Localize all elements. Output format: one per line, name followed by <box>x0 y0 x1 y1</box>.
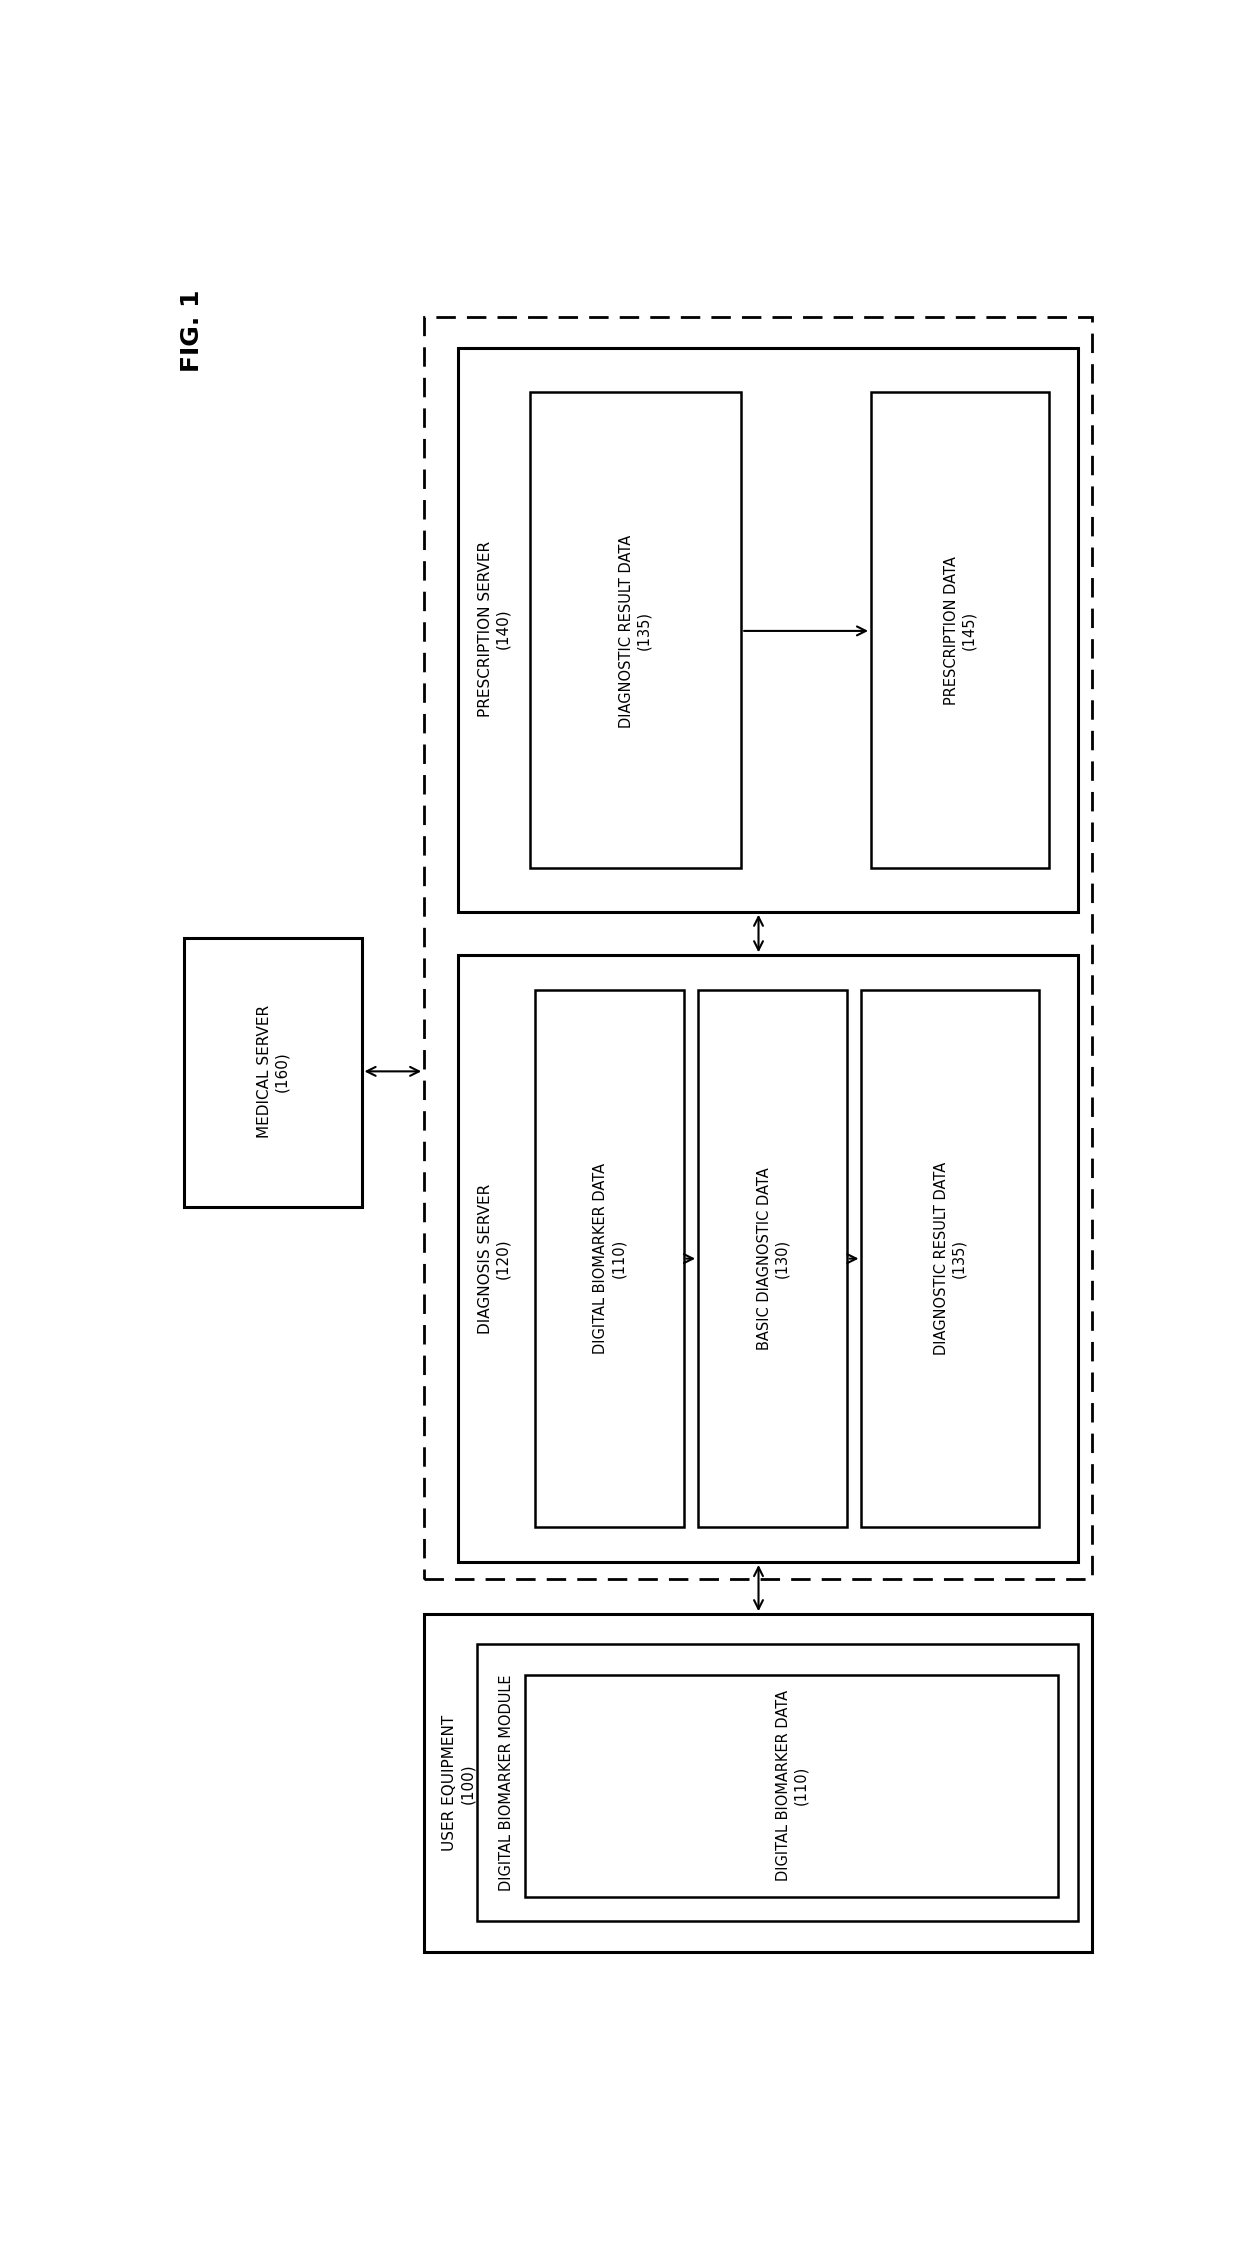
Text: FIG. 1: FIG. 1 <box>180 291 203 372</box>
Bar <box>458 349 1078 912</box>
Text: USER EQUIPMENT
(100): USER EQUIPMENT (100) <box>443 1716 475 1851</box>
Bar <box>529 392 742 869</box>
Bar <box>477 1644 1078 1921</box>
Bar <box>525 1675 1059 1896</box>
Text: MEDICAL SERVER
(160): MEDICAL SERVER (160) <box>257 1004 289 1137</box>
Text: BASIC DIAGNOSTIC DATA
(130): BASIC DIAGNOSTIC DATA (130) <box>756 1167 789 1349</box>
Bar <box>184 937 362 1207</box>
Bar <box>424 1615 1092 1952</box>
Text: DIGITAL BIOMARKER DATA
(110): DIGITAL BIOMARKER DATA (110) <box>776 1691 808 1880</box>
Text: DIGITAL BIOMARKER MODULE: DIGITAL BIOMARKER MODULE <box>500 1673 515 1892</box>
Bar <box>698 991 847 1527</box>
Bar <box>458 955 1078 1563</box>
Bar <box>534 991 683 1527</box>
Text: DIAGNOSTIC RESULT DATA
(135): DIAGNOSTIC RESULT DATA (135) <box>619 534 652 727</box>
Bar <box>424 318 1092 1579</box>
Bar <box>862 991 1039 1527</box>
Text: PRESCRIPTION SERVER
(140): PRESCRIPTION SERVER (140) <box>479 540 511 716</box>
Text: DIGITAL BIOMARKER DATA
(110): DIGITAL BIOMARKER DATA (110) <box>594 1162 626 1353</box>
Bar <box>870 392 1049 869</box>
Text: DIAGNOSIS SERVER
(120): DIAGNOSIS SERVER (120) <box>479 1185 511 1333</box>
Text: DIAGNOSTIC RESULT DATA
(135): DIAGNOSTIC RESULT DATA (135) <box>934 1162 966 1356</box>
Text: PRESCRIPTION DATA
(145): PRESCRIPTION DATA (145) <box>944 556 976 705</box>
